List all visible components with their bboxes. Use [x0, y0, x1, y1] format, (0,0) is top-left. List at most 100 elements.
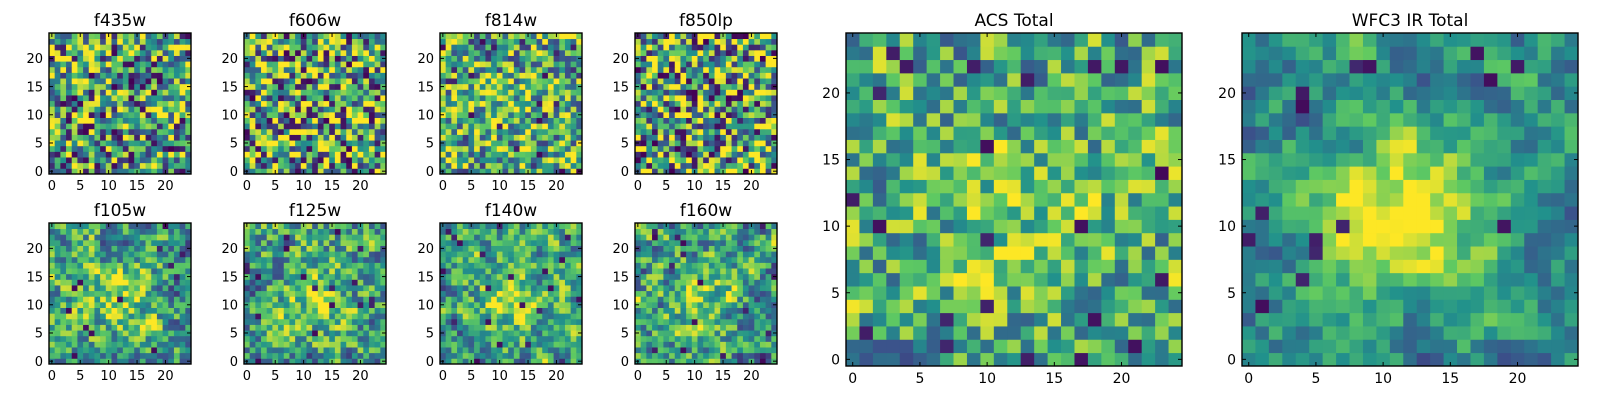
heatmap-cell — [513, 268, 520, 275]
y-tick-label: 0 — [621, 165, 629, 180]
heatmap-cell — [60, 162, 67, 169]
heatmap-cell — [748, 111, 755, 118]
heatmap-cell — [748, 290, 755, 297]
heatmap-cell — [317, 324, 324, 331]
heatmap-cell — [491, 358, 498, 365]
heatmap-cell — [289, 106, 296, 113]
heatmap-cell — [457, 273, 464, 280]
heatmap-cell — [697, 55, 704, 62]
heatmap-cell — [669, 117, 676, 124]
heatmap-cell — [255, 301, 262, 308]
heatmap-cell — [156, 106, 163, 113]
heatmap-cell — [468, 324, 475, 331]
heatmap-cell — [564, 268, 572, 275]
heatmap-cell — [468, 268, 475, 275]
heatmap-cell — [553, 49, 560, 56]
heatmap-cell — [491, 78, 498, 85]
heatmap-cell — [686, 301, 693, 308]
heatmap-cell — [317, 78, 324, 85]
heatmap-cell — [49, 145, 56, 152]
heatmap-cell — [173, 358, 181, 365]
heatmap-cell — [295, 341, 302, 348]
heatmap-cell — [754, 347, 761, 354]
heatmap-cell — [513, 307, 520, 314]
heatmap-cell — [525, 55, 532, 62]
heatmap-cell — [485, 256, 492, 263]
heatmap-cell — [559, 239, 566, 246]
heatmap-cell — [156, 117, 163, 124]
heatmap-cell — [374, 151, 381, 158]
heatmap-cell — [49, 66, 56, 73]
heatmap-cell — [249, 134, 256, 141]
heatmap-cell — [559, 330, 566, 337]
heatmap-cell — [162, 273, 169, 280]
heatmap-cell — [94, 168, 101, 175]
heatmap-cell — [300, 49, 307, 56]
heatmap-cell — [156, 296, 163, 303]
heatmap-cell — [278, 168, 285, 175]
heatmap-cell — [351, 168, 358, 175]
heatmap-cell — [66, 44, 73, 51]
heatmap-cell — [445, 347, 452, 354]
heatmap-cell — [255, 290, 262, 297]
heatmap-cell — [663, 285, 670, 292]
heatmap-cell — [771, 123, 778, 130]
heatmap-cell — [765, 33, 772, 40]
heatmap-cell — [748, 307, 755, 314]
heatmap-cell — [731, 285, 738, 292]
heatmap-cell — [168, 223, 175, 230]
heatmap-cell — [162, 89, 169, 96]
heatmap-cell — [249, 100, 256, 107]
heatmap-cell — [525, 151, 532, 158]
heatmap-cell — [346, 123, 353, 130]
heatmap-cell — [94, 89, 101, 96]
heatmap-cell — [759, 285, 767, 292]
heatmap-cell — [351, 347, 358, 354]
heatmap-cell — [445, 66, 452, 73]
heatmap-cell — [697, 134, 704, 141]
heatmap-cell — [289, 145, 296, 152]
heatmap-cell — [60, 117, 67, 124]
heatmap-cell — [496, 106, 503, 113]
heatmap-cell — [261, 313, 268, 320]
heatmap-cell — [479, 111, 486, 118]
heatmap-cell — [748, 89, 755, 96]
heatmap-cell — [312, 83, 319, 90]
heatmap-cell — [646, 44, 653, 51]
heatmap-cell — [60, 61, 67, 68]
heatmap-cell — [570, 330, 577, 337]
heatmap-cell — [351, 307, 358, 314]
heatmap-cell — [329, 66, 336, 73]
heatmap-cell — [151, 301, 158, 308]
heatmap-cell — [742, 347, 749, 354]
heatmap-cell — [742, 335, 749, 342]
heatmap-cell — [559, 228, 566, 235]
heatmap-cell — [346, 239, 353, 246]
heatmap-cell — [323, 78, 330, 85]
heatmap-cell — [748, 49, 755, 56]
heatmap-cell — [703, 89, 710, 96]
heatmap-cell — [363, 89, 370, 96]
heatmap-cell — [300, 61, 307, 68]
heatmap-cell — [111, 33, 118, 40]
heatmap-cell — [508, 347, 515, 354]
heatmap-cell — [122, 72, 129, 79]
heatmap-cell — [691, 285, 698, 292]
heatmap-cell — [686, 352, 693, 359]
heatmap-cell — [508, 358, 515, 365]
heatmap-cell — [553, 279, 560, 286]
heatmap-cell — [714, 313, 721, 320]
heatmap-cell — [100, 89, 107, 96]
heatmap-cell — [334, 95, 341, 102]
heatmap-cell — [351, 145, 358, 152]
heatmap-cell — [283, 285, 290, 292]
heatmap-cell — [445, 245, 452, 252]
heatmap-cell — [559, 72, 566, 79]
heatmap-cell — [553, 123, 560, 130]
heatmap-cell — [306, 268, 313, 275]
heatmap-cell — [105, 285, 112, 292]
heatmap-cell — [249, 234, 256, 241]
heatmap-cell — [652, 341, 659, 348]
heatmap-cell — [261, 72, 268, 79]
heatmap-cell — [255, 358, 262, 365]
